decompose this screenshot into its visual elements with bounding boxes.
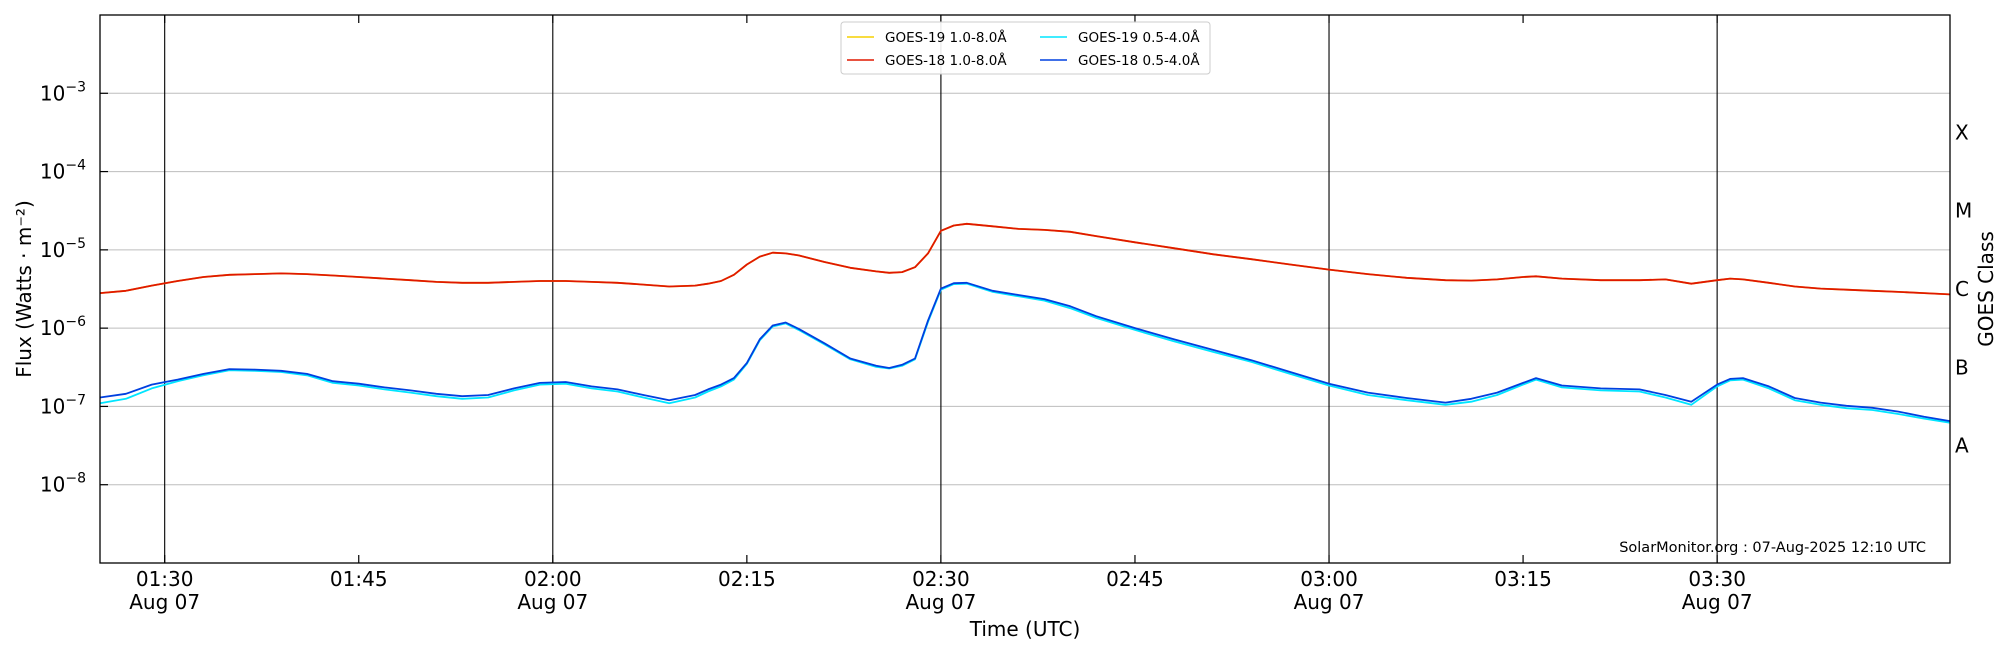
y-tick-label: 10−7 [40,392,86,418]
x-tick-label: 01:45 [330,567,388,591]
x-tick-sublabel: Aug 07 [1294,590,1365,614]
x-tick-label: 03:00 [1300,567,1358,591]
goes-class-label: M [1955,199,1972,223]
legend-label-goes18-short: GOES-18 0.5-4.0Å [1078,52,1200,69]
x-axis-title: Time (UTC) [969,617,1081,641]
x-tick-label: 02:30 [912,567,970,591]
vertical-markers [164,15,1718,563]
series-line [99,281,1951,422]
x-tick-label: 03:30 [1688,567,1746,591]
legend-label-goes18-long: GOES-18 1.0-8.0Å [885,52,1007,69]
series-layer [99,222,1951,424]
x-tick-label: 02:45 [1106,567,1164,591]
goes-class-label: A [1955,434,1969,458]
y-axis-title: Flux (Watts · m⁻²) [12,200,36,378]
goes-class-label: B [1955,355,1969,379]
right-axis-title: GOES Class [1974,231,1998,347]
x-tick-sublabel: Aug 07 [517,590,588,614]
watermark: SolarMonitor.org : 07-Aug-2025 12:10 UTC [1619,540,1926,556]
x-tick-label: 02:00 [524,567,582,591]
x-tick-label: 03:15 [1494,567,1552,591]
legend-box [840,21,1211,75]
x-tick-sublabel: Aug 07 [129,590,200,614]
y-tick-label: 10−4 [40,158,86,184]
legend-label-goes19-long: GOES-19 1.0-8.0Å [885,29,1007,46]
y-tick-label: 10−8 [40,471,86,497]
y-tick-label: 10−5 [40,236,86,262]
y-tick-label: 10−6 [40,314,86,340]
goes-class-label: C [1955,277,1969,301]
grid-lines [100,92,1950,486]
goes-class-axis: A B C M X [1955,120,1972,457]
x-tick-label: 01:30 [136,567,194,591]
series-line [99,222,1951,296]
y-tick-label: 10−3 [40,79,86,105]
goes-class-label: X [1955,120,1969,144]
x-tick-sublabel: Aug 07 [1682,590,1753,614]
legend: GOES-19 1.0-8.0Å GOES-18 1.0-8.0Å GOES-1… [840,21,1211,75]
legend-label-goes19-short: GOES-19 0.5-4.0Å [1078,29,1200,46]
x-tick-label: 02:15 [718,567,776,591]
x-tick-sublabel: Aug 07 [905,590,976,614]
y-axis: 10−8 10−7 10−6 10−5 10−4 10−3 [40,79,108,497]
plot-frame [99,14,1951,564]
